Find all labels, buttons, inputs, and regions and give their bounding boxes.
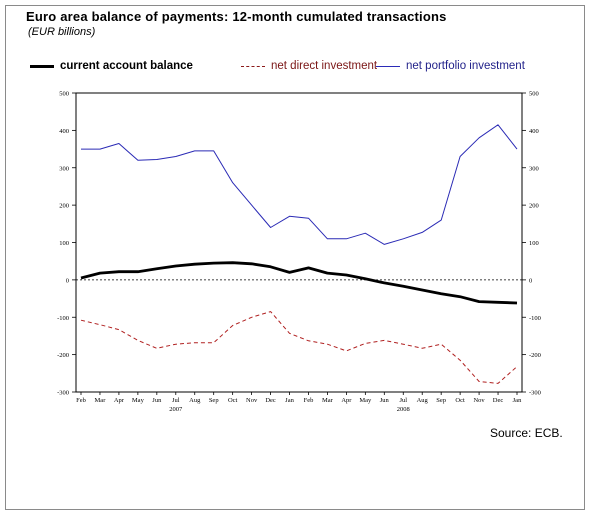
y-tick-label-left: 300	[59, 165, 69, 172]
legend-item-portfolio-investment: net portfolio investment	[376, 58, 525, 74]
y-tick-label-left: 200	[59, 203, 69, 210]
y-tick-label-left: 100	[59, 240, 69, 247]
y-tick-label-left: -300	[57, 390, 69, 397]
x-tick-label: Jan	[513, 397, 522, 404]
x-tick-label: Jan	[285, 397, 294, 404]
legend-label-portfolio-investment: net portfolio investment	[406, 60, 525, 72]
x-tick-label: May	[359, 397, 372, 404]
chart-title: Euro area balance of payments: 12-month …	[26, 9, 447, 24]
x-year-label: 2007	[169, 406, 183, 413]
y-tick-label-right: 100	[529, 240, 539, 247]
x-tick-label: Jul	[399, 397, 407, 404]
series-line-current-account	[80, 261, 518, 305]
source-note: Source: ECB.	[490, 426, 563, 440]
x-tick-label: Oct	[455, 397, 465, 404]
legend-label-direct-investment: net direct investment	[271, 60, 378, 72]
x-tick-label: Feb	[304, 397, 314, 404]
x-year-label: 2008	[397, 406, 410, 413]
y-tick-label-right: 0	[529, 277, 532, 284]
legend-label-current-account: current account balance	[60, 60, 193, 72]
plot-area	[75, 92, 523, 393]
y-tick-label-left: -100	[57, 315, 69, 322]
series-line-direct-investment	[80, 311, 518, 384]
x-tick-label: Jun	[380, 397, 390, 404]
x-tick-label: Feb	[76, 397, 86, 404]
x-tick-label: Aug	[417, 397, 429, 404]
x-tick-label: Jul	[172, 397, 180, 404]
y-tick-label-left: 500	[59, 91, 69, 98]
x-tick-label: Apr	[341, 397, 352, 404]
legend-swatch-direct-investment	[241, 65, 265, 67]
y-tick-label-left: 0	[66, 277, 69, 284]
chart-subtitle: (EUR billions)	[28, 26, 96, 38]
y-tick-label-right: 300	[529, 165, 539, 172]
y-tick-label-right: -200	[529, 352, 541, 359]
x-tick-label: Nov	[473, 397, 485, 404]
x-tick-label: Jun	[152, 397, 162, 404]
y-tick-label-right: 500	[529, 91, 539, 98]
x-tick-label: Apr	[114, 397, 125, 404]
x-tick-label: Mar	[95, 397, 107, 404]
y-tick-label-right: -100	[529, 315, 541, 322]
x-tick-label: May	[132, 397, 145, 404]
y-tick-label-left: -200	[57, 352, 69, 359]
y-tick-label-right: 400	[529, 128, 539, 135]
x-tick-label: Nov	[246, 397, 258, 404]
legend-item-direct-investment: net direct investment	[241, 58, 377, 74]
y-tick-label-right: -300	[529, 390, 541, 397]
x-tick-label: Sep	[436, 397, 446, 404]
y-tick-label-left: 400	[59, 128, 69, 135]
legend: current account balance net direct inves…	[30, 58, 550, 74]
x-tick-label: Dec	[493, 397, 504, 404]
legend-swatch-portfolio-investment	[376, 65, 400, 67]
x-tick-label: Aug	[189, 397, 201, 404]
x-tick-label: Mar	[322, 397, 334, 404]
y-tick-label-right: 200	[529, 203, 539, 210]
x-tick-label: Dec	[265, 397, 276, 404]
legend-swatch-current-account	[30, 64, 54, 68]
x-tick-label: Sep	[209, 397, 219, 404]
legend-item-current-account: current account balance	[30, 58, 193, 74]
chart-frame	[5, 5, 585, 510]
series-line-portfolio-investment	[81, 124, 518, 245]
x-tick-label: Oct	[228, 397, 238, 404]
